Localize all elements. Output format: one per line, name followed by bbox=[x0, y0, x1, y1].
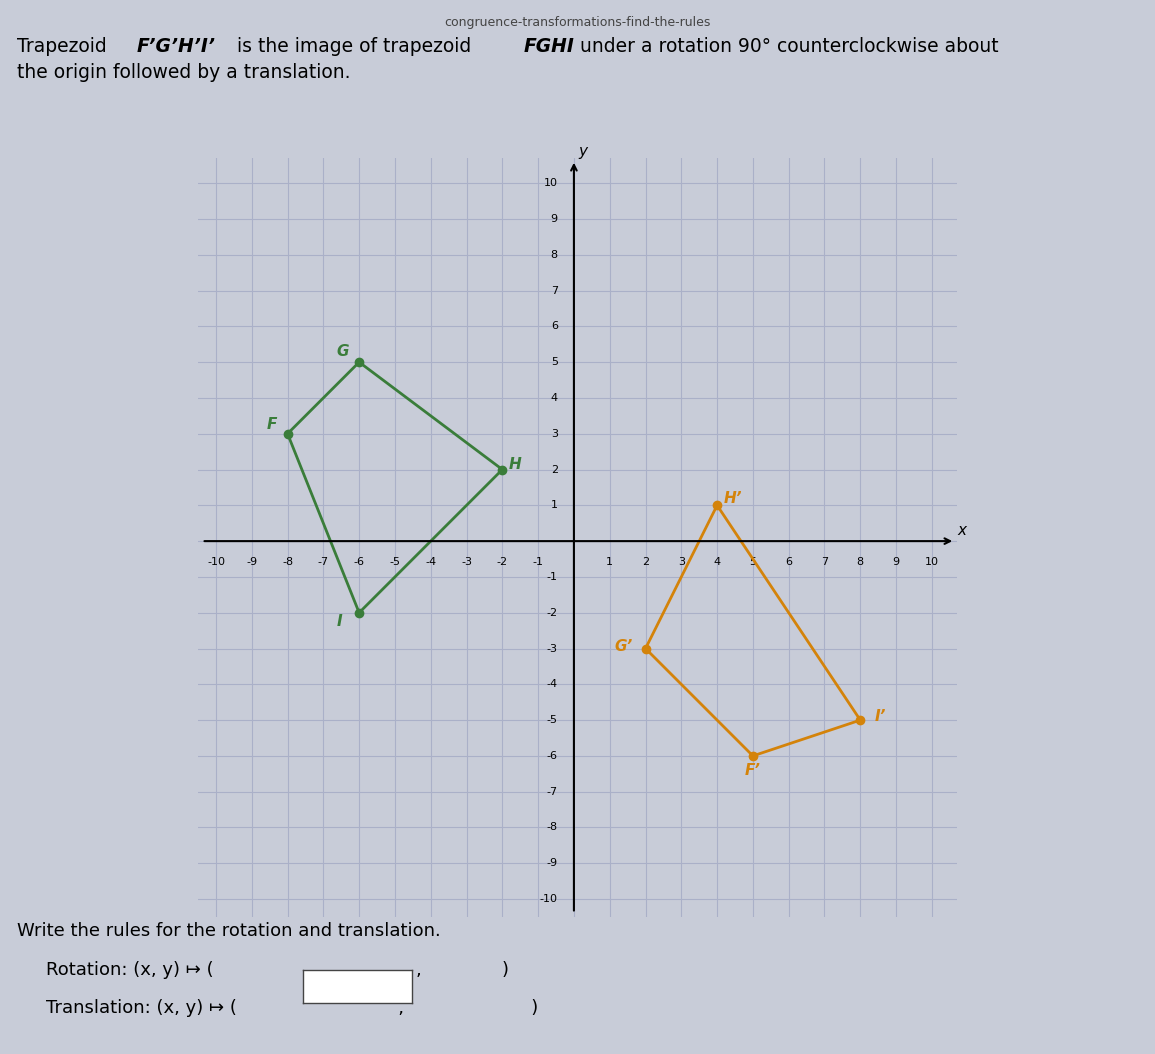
Text: -2: -2 bbox=[546, 608, 558, 618]
Text: F’G’H’I’: F’G’H’I’ bbox=[136, 37, 215, 56]
Text: 4: 4 bbox=[714, 558, 721, 567]
Text: -8: -8 bbox=[546, 822, 558, 833]
Text: 9: 9 bbox=[551, 214, 558, 223]
Text: 8: 8 bbox=[551, 250, 558, 259]
Text: -1: -1 bbox=[546, 572, 558, 582]
Text: 4: 4 bbox=[551, 393, 558, 403]
Text: -5: -5 bbox=[546, 715, 558, 725]
Text: -6: -6 bbox=[546, 750, 558, 761]
Text: -2: -2 bbox=[497, 558, 508, 567]
Text: 2: 2 bbox=[642, 558, 649, 567]
Text: congruence-transformations-find-the-rules: congruence-transformations-find-the-rule… bbox=[445, 16, 710, 28]
Text: -3: -3 bbox=[546, 644, 558, 653]
Text: 10: 10 bbox=[544, 178, 558, 189]
Text: F: F bbox=[267, 417, 277, 432]
Text: 1: 1 bbox=[551, 501, 558, 510]
Text: Rotation: (x, y) ↦ (: Rotation: (x, y) ↦ ( bbox=[46, 961, 214, 979]
Text: F’: F’ bbox=[745, 763, 761, 778]
Text: ,: , bbox=[335, 999, 404, 1017]
Text: 7: 7 bbox=[551, 286, 558, 295]
Text: 2: 2 bbox=[551, 465, 558, 474]
Text: -3: -3 bbox=[461, 558, 472, 567]
Text: 3: 3 bbox=[678, 558, 685, 567]
Text: FGHI: FGHI bbox=[523, 37, 574, 56]
Text: 1: 1 bbox=[606, 558, 613, 567]
Text: 8: 8 bbox=[857, 558, 864, 567]
Text: 6: 6 bbox=[551, 321, 558, 331]
Text: under a rotation 90° counterclockwise about: under a rotation 90° counterclockwise ab… bbox=[574, 37, 999, 56]
Text: G’: G’ bbox=[614, 639, 633, 655]
Text: y: y bbox=[579, 143, 587, 159]
Text: 6: 6 bbox=[785, 558, 792, 567]
Text: -5: -5 bbox=[389, 558, 401, 567]
Text: x: x bbox=[957, 523, 967, 539]
Text: 7: 7 bbox=[821, 558, 828, 567]
Text: -9: -9 bbox=[246, 558, 258, 567]
Text: H’: H’ bbox=[724, 491, 743, 506]
Text: -6: -6 bbox=[353, 558, 365, 567]
Text: -7: -7 bbox=[546, 786, 558, 797]
Text: -9: -9 bbox=[546, 858, 558, 868]
Text: -1: -1 bbox=[532, 558, 544, 567]
Text: -10: -10 bbox=[207, 558, 225, 567]
Text: is the image of trapezoid: is the image of trapezoid bbox=[231, 37, 477, 56]
Text: ,: , bbox=[416, 961, 422, 979]
Text: -4: -4 bbox=[546, 680, 558, 689]
Text: ): ) bbox=[468, 999, 538, 1017]
Text: 9: 9 bbox=[893, 558, 900, 567]
Text: -8: -8 bbox=[282, 558, 293, 567]
Text: Write the rules for the rotation and translation.: Write the rules for the rotation and tra… bbox=[17, 922, 441, 940]
Text: Trapezoid: Trapezoid bbox=[17, 37, 113, 56]
Text: ): ) bbox=[433, 961, 509, 979]
Text: 5: 5 bbox=[551, 357, 558, 367]
Text: the origin followed by a translation.: the origin followed by a translation. bbox=[17, 63, 351, 82]
Text: 3: 3 bbox=[551, 429, 558, 438]
Text: H: H bbox=[508, 456, 521, 471]
Text: Translation: (x, y) ↦ (: Translation: (x, y) ↦ ( bbox=[46, 999, 237, 1017]
Text: 5: 5 bbox=[750, 558, 757, 567]
Text: I’: I’ bbox=[874, 709, 886, 724]
Text: -10: -10 bbox=[539, 894, 558, 904]
Text: 10: 10 bbox=[925, 558, 939, 567]
Text: G: G bbox=[337, 344, 349, 359]
Text: -4: -4 bbox=[425, 558, 437, 567]
Text: -7: -7 bbox=[318, 558, 329, 567]
Text: I: I bbox=[336, 614, 342, 629]
